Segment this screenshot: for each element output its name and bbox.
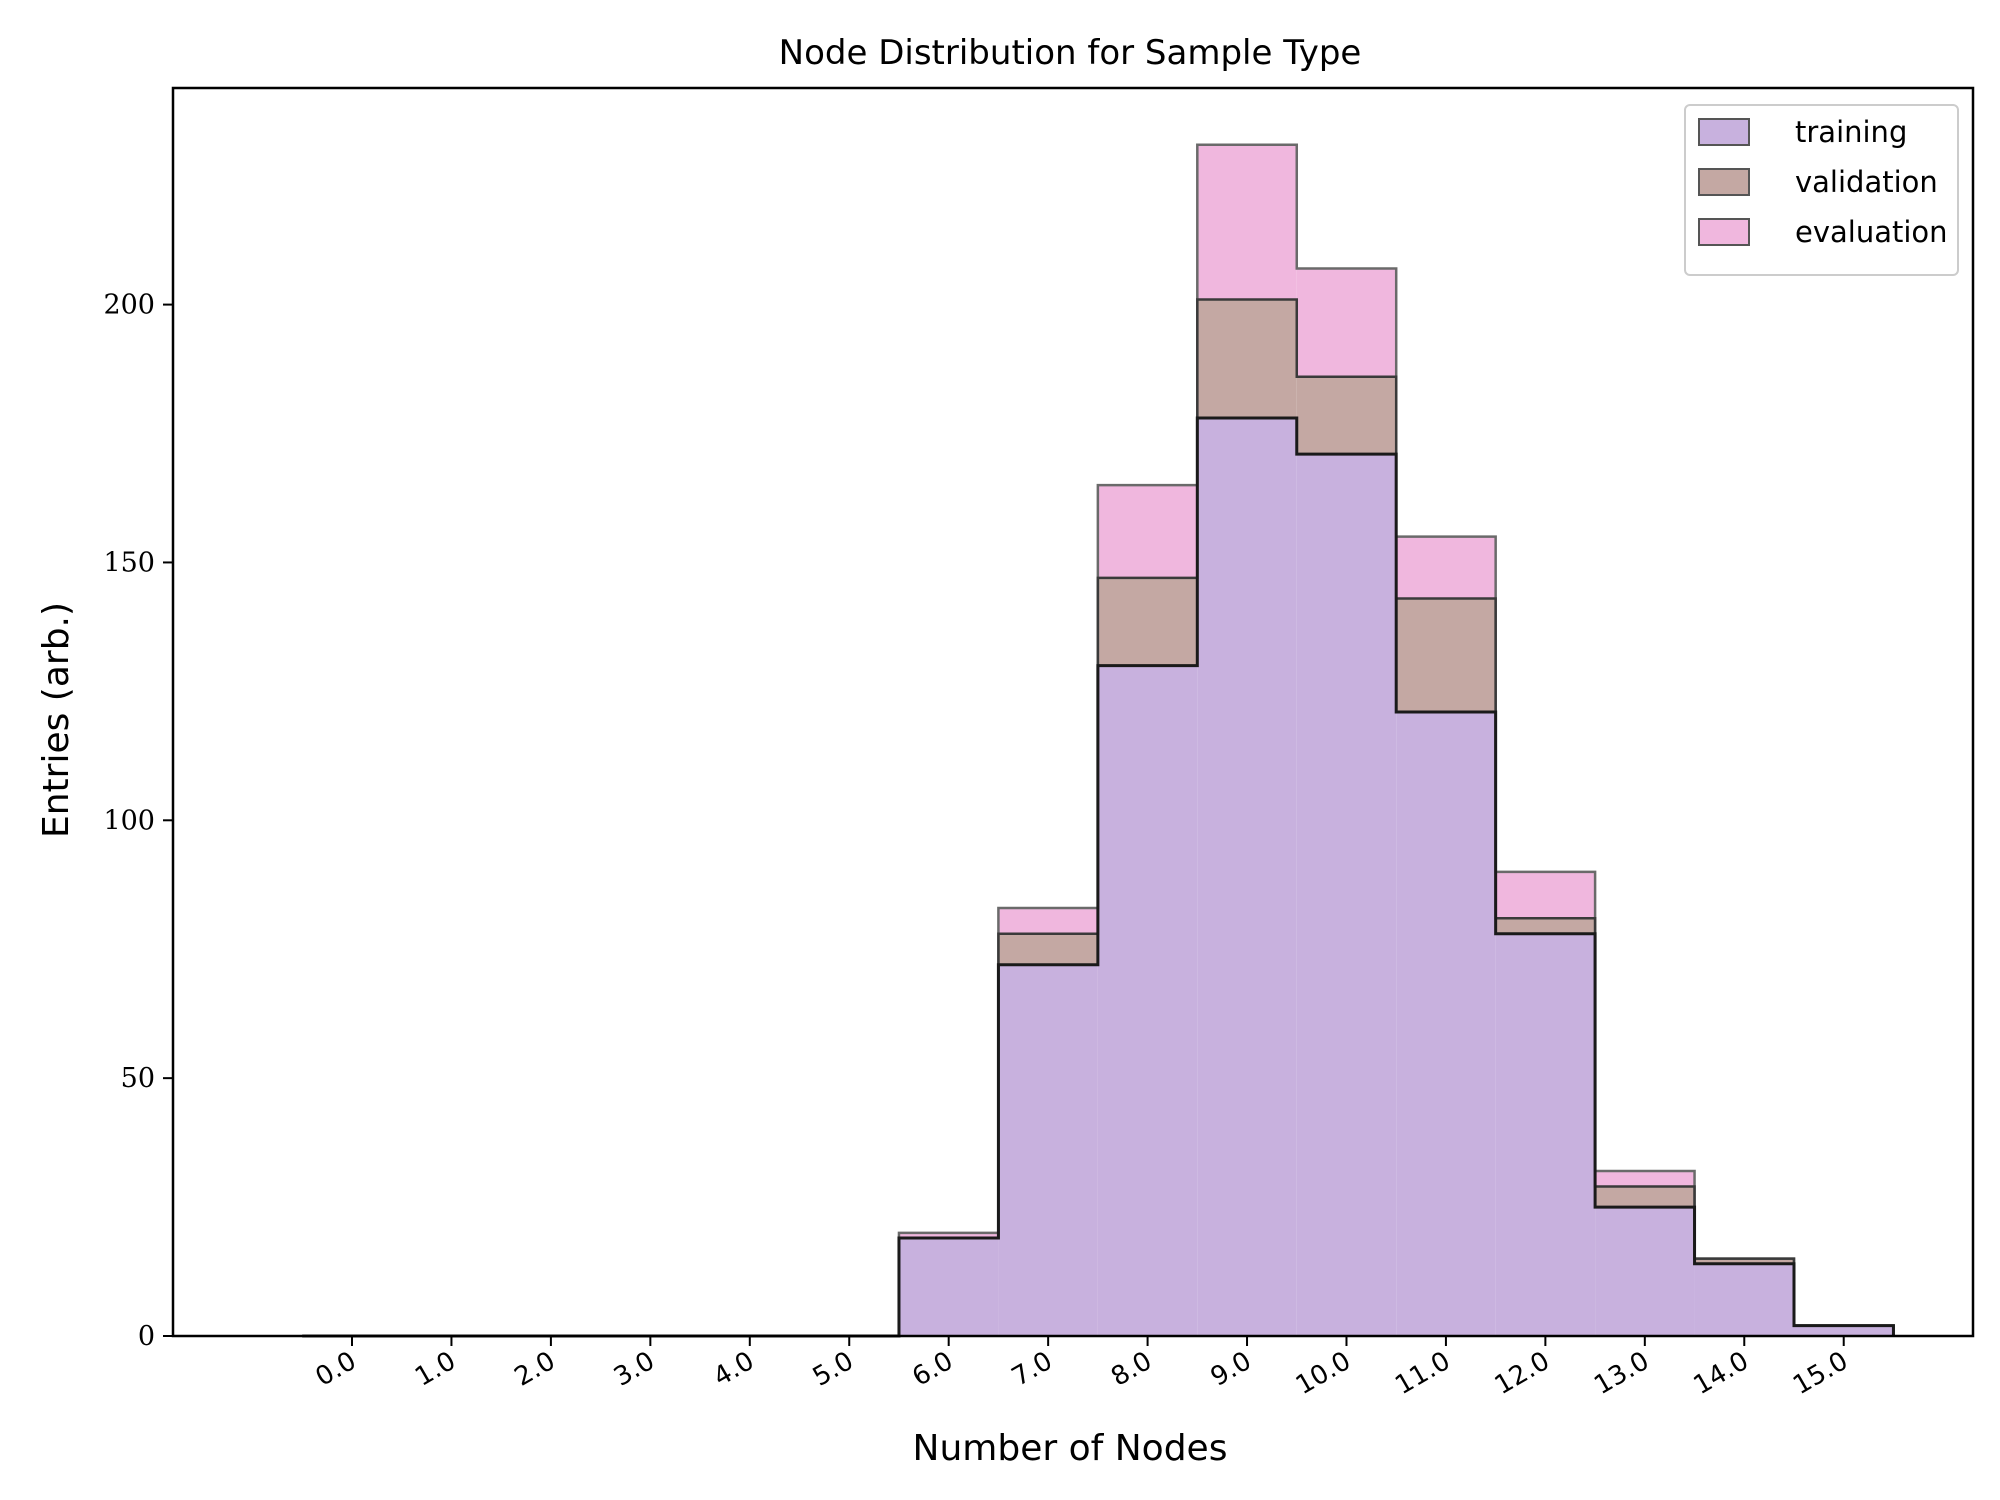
x-axis-label: Number of Nodes	[913, 1428, 1228, 1469]
bar-evaluation-9.0	[1197, 144, 1297, 300]
x-tick-label: 11.0	[1390, 1346, 1455, 1401]
x-tick-label: 14.0	[1689, 1346, 1754, 1401]
legend-swatch-validation	[1698, 168, 1750, 196]
bar-training-13.0	[1595, 1207, 1695, 1336]
bar-validation-13.0	[1595, 1186, 1695, 1208]
bar-training-8.0	[1097, 665, 1198, 1336]
bar-evaluation-7.0	[998, 907, 1098, 934]
x-tick-label: 5.0	[808, 1346, 859, 1393]
legend-label-validation: validation	[1795, 165, 1938, 199]
bar-validation-9.0	[1197, 299, 1297, 419]
legend: training validation evaluation	[1684, 104, 1959, 276]
bar-validation-12.0	[1495, 918, 1596, 934]
bar-validation-8.0	[1097, 577, 1198, 666]
bar-training-15.0	[1793, 1325, 1894, 1336]
axes-frame	[171, 86, 1975, 1338]
bar-validation-7.0	[998, 933, 1098, 965]
bar-evaluation-13.0	[1595, 1170, 1695, 1187]
bar-training-7.0	[998, 964, 1098, 1336]
legend-swatch-evaluation	[1698, 218, 1750, 246]
x-tick-label: 10.0	[1291, 1346, 1356, 1401]
bar-training-12.0	[1495, 933, 1596, 1336]
bar-evaluation-11.0	[1396, 536, 1496, 599]
chart-title: Node Distribution for Sample Type	[779, 33, 1362, 73]
y-tick-label: 0	[138, 1321, 155, 1352]
legend-label-evaluation: evaluation	[1795, 215, 1948, 249]
x-tick-label: 1.0	[410, 1346, 461, 1393]
bar-training-10.0	[1296, 454, 1397, 1336]
x-tick-label: 2.0	[510, 1346, 561, 1393]
bar-validation-11.0	[1396, 598, 1496, 712]
x-tick-label: 6.0	[907, 1346, 958, 1393]
y-axis-label: Entries (arb.)	[36, 602, 77, 838]
y-tick-label: 200	[103, 290, 155, 321]
bar-training-11.0	[1396, 712, 1496, 1336]
bar-training-9.0	[1197, 418, 1297, 1337]
legend-box	[1684, 104, 1959, 276]
bar-validation-10.0	[1296, 376, 1397, 455]
x-tick-label: 4.0	[708, 1346, 759, 1393]
bar-evaluation-6.0	[898, 1232, 999, 1239]
bar-training-6.0	[898, 1238, 999, 1336]
y-tick-label: 150	[103, 547, 155, 578]
legend-label-training: training	[1795, 115, 1907, 149]
bar-training-14.0	[1694, 1263, 1794, 1336]
bar-evaluation-8.0	[1097, 485, 1198, 578]
bar-evaluation-12.0	[1495, 871, 1596, 919]
bar-validation-14.0	[1694, 1258, 1794, 1264]
x-tick-label: 12.0	[1490, 1346, 1555, 1401]
x-tick-label: 13.0	[1589, 1346, 1654, 1401]
legend-swatch-training	[1698, 118, 1750, 146]
bar-evaluation-10.0	[1296, 268, 1397, 377]
x-tick-label: 15.0	[1788, 1346, 1853, 1401]
x-tick-label: 8.0	[1106, 1346, 1157, 1393]
x-tick-label: 7.0	[1007, 1346, 1058, 1393]
plot-area: 0 50 100 150 200 0.0 1.0 2.0 3.0 4.0 5.0 6.0 7.0 8.0 9…	[103, 86, 1975, 1401]
x-tick-label: 0.0	[311, 1346, 362, 1393]
y-tick-label: 100	[103, 805, 155, 836]
x-tick-label: 3.0	[609, 1346, 660, 1393]
x-tick-label: 9.0	[1206, 1346, 1257, 1393]
y-tick-label: 50	[121, 1063, 155, 1094]
